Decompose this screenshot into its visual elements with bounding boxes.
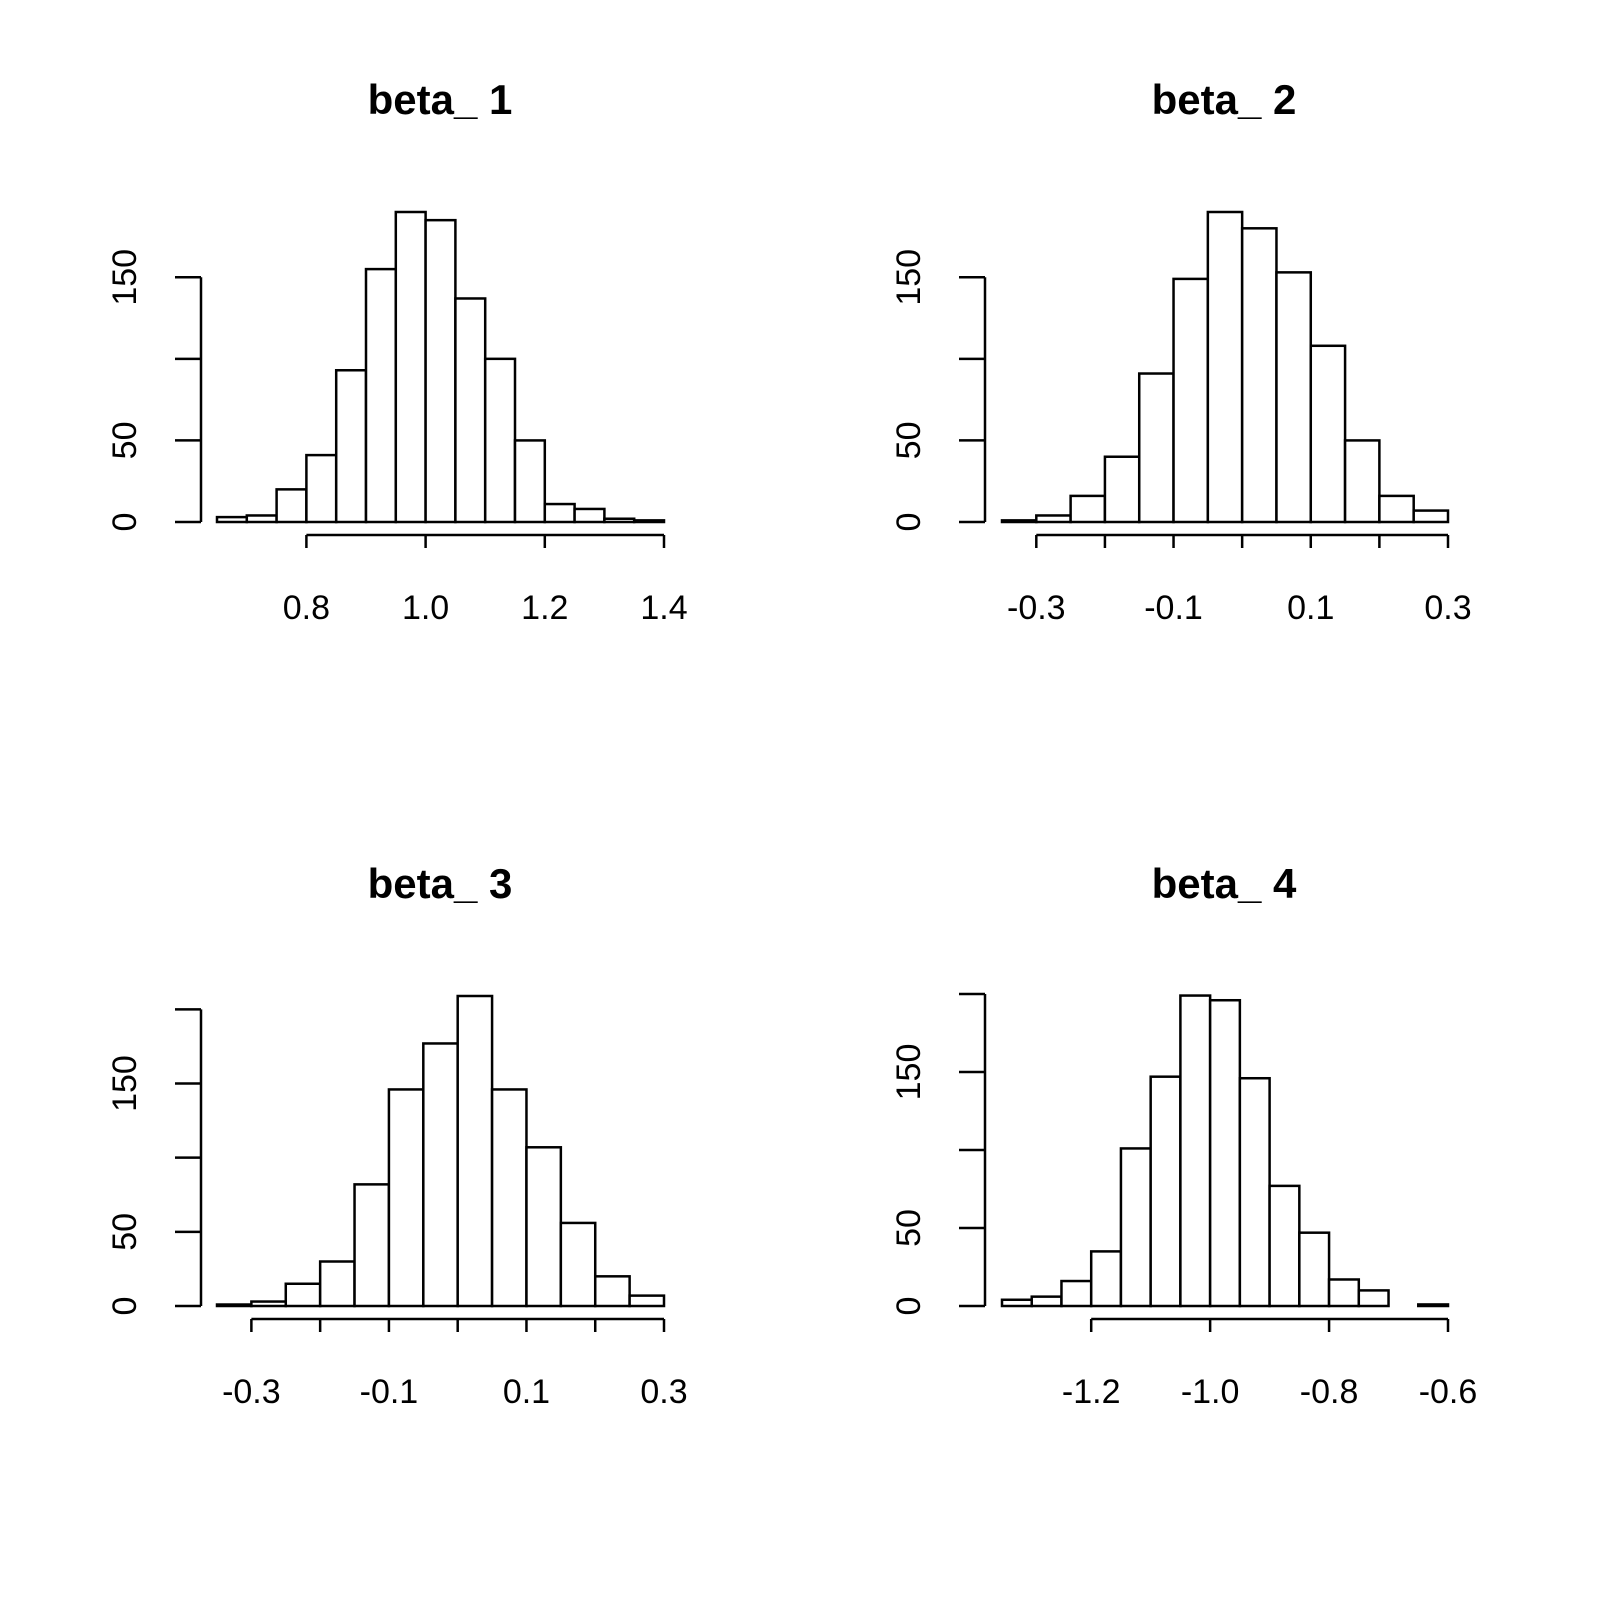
y-tick-label: 150 (890, 1044, 928, 1101)
bar (525, 1146, 563, 1308)
bar (1327, 1278, 1361, 1308)
bar (1298, 1231, 1331, 1308)
bar (364, 267, 398, 524)
y-tick-label: 0 (890, 513, 928, 532)
chart-title: beta_ 3 (368, 860, 513, 907)
x-tick-label: 0.3 (640, 1373, 687, 1411)
x-tick-label: -0.3 (222, 1373, 281, 1411)
bar (1030, 1295, 1063, 1308)
bar (1240, 227, 1278, 524)
bar (1089, 1250, 1123, 1308)
x-tick-label: 1.2 (521, 589, 568, 627)
bar (1119, 1147, 1152, 1308)
bar (559, 1221, 597, 1308)
bar (1417, 1303, 1450, 1308)
bar (275, 488, 308, 524)
y-tick-label: 50 (106, 422, 144, 460)
bar (424, 218, 457, 524)
y-tick-label: 150 (106, 249, 144, 306)
x-tick-label: 1.4 (640, 589, 687, 627)
bar (490, 1088, 528, 1308)
x-tick-label: 0.1 (1287, 589, 1334, 627)
bar (593, 1275, 631, 1308)
bar (1000, 519, 1038, 524)
bar (1103, 455, 1141, 524)
bar (1357, 1289, 1390, 1308)
bar (632, 519, 666, 524)
bar (1035, 514, 1072, 524)
bar (543, 502, 576, 524)
bar (245, 514, 278, 524)
chart-title: beta_ 4 (1152, 860, 1297, 907)
y-tick-label: 50 (106, 1213, 144, 1251)
x-tick-label: -0.6 (1419, 1373, 1478, 1411)
bar (1378, 494, 1415, 524)
y-tick-label: 50 (890, 422, 928, 460)
x-tick-label: 0.3 (1424, 589, 1471, 627)
bar (1268, 1184, 1301, 1308)
bar (250, 1300, 288, 1308)
x-tick-label: 1.0 (402, 589, 449, 627)
bar (334, 369, 368, 524)
chart-title: beta_ 1 (368, 76, 513, 123)
y-tick-label: 150 (890, 249, 928, 306)
bar (628, 1294, 666, 1308)
x-tick-label: 0.1 (503, 1373, 550, 1411)
bar (1137, 372, 1175, 524)
bar (513, 439, 547, 524)
x-tick-label: 0.8 (283, 589, 330, 627)
bar (1179, 994, 1212, 1308)
bar (394, 210, 427, 524)
bar (1238, 1076, 1271, 1308)
y-tick-label: 0 (106, 1297, 144, 1316)
y-tick-label: 0 (890, 1297, 928, 1316)
x-tick-label: -0.1 (360, 1373, 419, 1411)
x-tick-label: -1.2 (1062, 1373, 1121, 1411)
x-tick-label: -0.1 (1144, 589, 1203, 627)
x-tick-label: -0.8 (1300, 1373, 1359, 1411)
x-tick-label: -0.3 (1007, 589, 1066, 627)
bar (1060, 1279, 1093, 1308)
bar (1172, 277, 1210, 524)
bar (1000, 1298, 1033, 1308)
x-tick-label: -1.0 (1181, 1373, 1240, 1411)
bar (1275, 271, 1313, 524)
bar (603, 517, 636, 524)
bar (1206, 210, 1244, 524)
bar (1309, 344, 1347, 524)
chart-title: beta_ 2 (1152, 76, 1297, 123)
bar (456, 994, 494, 1308)
bar (387, 1088, 425, 1308)
bar (353, 1183, 391, 1308)
bar (215, 515, 249, 524)
bar (1208, 998, 1242, 1308)
bar (284, 1282, 322, 1308)
bar (1149, 1075, 1182, 1308)
bar (1412, 509, 1450, 524)
bar (1069, 494, 1107, 524)
y-tick-label: 50 (890, 1209, 928, 1247)
bar (1343, 439, 1381, 524)
bar (305, 453, 338, 524)
bar (215, 1303, 253, 1308)
y-tick-label: 150 (106, 1055, 144, 1112)
bar (422, 1042, 459, 1308)
bar (483, 357, 517, 524)
bar (454, 297, 487, 524)
y-tick-label: 0 (106, 513, 144, 532)
bar (573, 507, 606, 524)
bar (318, 1260, 356, 1308)
